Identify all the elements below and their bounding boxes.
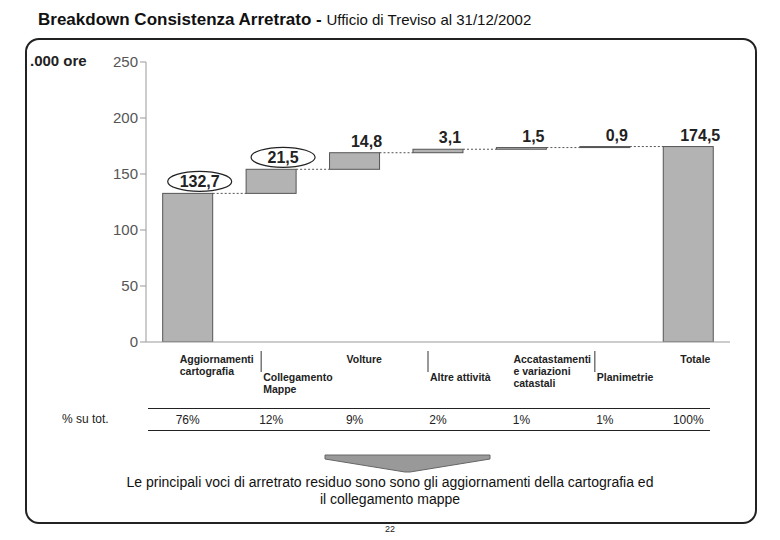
html-text:1%: 1% [596, 413, 614, 427]
svg-text:CollegamentoMappe: CollegamentoMappe [263, 371, 332, 395]
svg-text:Altre attività: Altre attività [430, 371, 491, 383]
svg-text:100: 100 [113, 221, 138, 238]
svg-text:21,5: 21,5 [268, 149, 299, 166]
html-text:% su tot.: % su tot. [62, 412, 109, 426]
svg-text:Accatastamentie variazionicata: Accatastamentie variazionicatastali [513, 353, 591, 388]
svg-text:1,5: 1,5 [522, 128, 544, 145]
svg-text:50: 50 [121, 277, 138, 294]
svg-text:0,9: 0,9 [606, 127, 628, 144]
svg-text:250: 250 [113, 53, 138, 70]
html-text:9%: 9% [345, 413, 364, 427]
svg-text:Totale: Totale [680, 353, 710, 365]
html-text:Breakdown Consistenza Arretrat: Breakdown Consistenza Arretrato - Uffici… [38, 10, 532, 29]
html-text:100%: 100% [672, 413, 704, 427]
svg-text:150: 150 [113, 165, 138, 182]
html-text:22: 22 [385, 524, 395, 534]
svg-text:Planimetrie: Planimetrie [597, 371, 654, 383]
svg-text:200: 200 [113, 109, 138, 126]
svg-text:Volture: Volture [347, 353, 383, 365]
svg-text:3,1: 3,1 [439, 129, 461, 146]
svg-text:174,5: 174,5 [680, 127, 720, 144]
html-text:2%: 2% [429, 413, 447, 427]
svg-text:0: 0 [130, 333, 138, 350]
svg-text:14,8: 14,8 [351, 133, 382, 150]
html-text:.000 ore: .000 ore [30, 52, 87, 69]
html-text:Le principali voci di arretrat: Le principali voci di arretrato residuo … [126, 474, 654, 507]
html-text:76%: 76% [175, 413, 200, 427]
html-text:12%: 12% [259, 413, 284, 427]
html-text:1%: 1% [512, 413, 531, 427]
svg-text:Aggiornamenticartografia: Aggiornamenticartografia [180, 353, 254, 377]
svg-text:132,7: 132,7 [180, 173, 220, 190]
